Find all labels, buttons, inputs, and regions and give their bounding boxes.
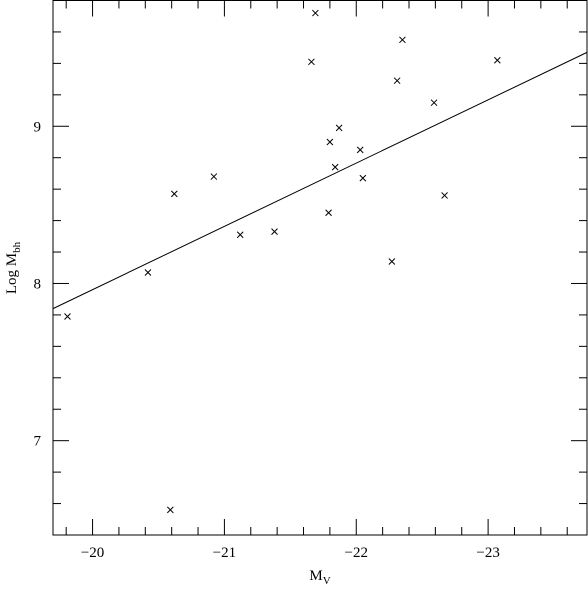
data-point	[170, 190, 178, 198]
data-point	[308, 58, 315, 66]
data-point	[356, 146, 364, 154]
y-label-main: Log M	[4, 253, 20, 294]
plot-frame	[52, 0, 588, 536]
data-point	[493, 56, 501, 64]
data-point	[312, 9, 319, 17]
fit-line	[52, 51, 588, 310]
data-point	[393, 77, 401, 85]
y-tick-label: 9	[34, 119, 42, 135]
data-point	[64, 313, 71, 320]
x-axis-label: MV	[309, 568, 330, 587]
data-point	[388, 258, 396, 265]
data-point	[210, 173, 218, 180]
y-tick-label: 7	[34, 434, 42, 450]
x-tick-label: −21	[213, 545, 236, 561]
data-point	[399, 36, 406, 44]
data-point	[430, 99, 438, 107]
data-point	[359, 174, 367, 182]
x-label-main: M	[309, 568, 322, 584]
data-point	[335, 124, 343, 132]
y-axis-label: Log Mbh	[4, 241, 23, 294]
y-label-sub: bh	[11, 241, 23, 253]
data-point	[326, 138, 334, 146]
data-point	[271, 228, 278, 235]
data-point	[325, 209, 332, 217]
data-point	[441, 192, 448, 199]
data-point	[331, 163, 339, 171]
data-point	[236, 231, 244, 239]
data-point	[144, 269, 152, 276]
y-tick-label: 8	[34, 276, 42, 292]
x-tick-label: −23	[476, 545, 499, 561]
data-point	[166, 506, 174, 514]
x-tick-label: −20	[81, 545, 104, 561]
x-label-sub: V	[323, 575, 331, 587]
x-tick-label: −22	[345, 545, 368, 561]
